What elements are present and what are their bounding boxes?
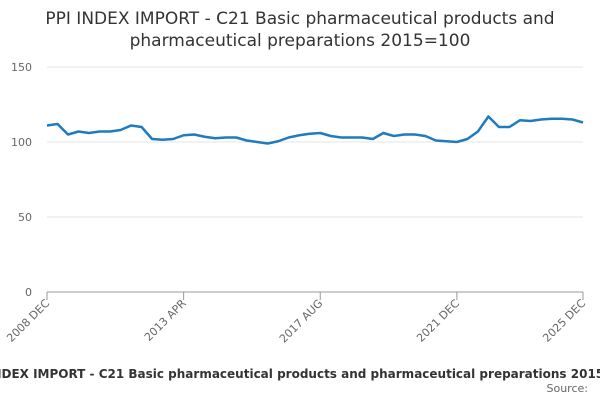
chart-title: pharmaceutical preparations 2015=100	[130, 31, 471, 51]
y-tick-label: 150	[11, 61, 32, 74]
x-tick-label: 2017 AUG	[277, 297, 326, 346]
y-tick-label: 50	[18, 211, 32, 224]
legend-label: PPI INDEX IMPORT - C21 Basic pharmaceuti…	[0, 367, 600, 381]
y-tick-label: 0	[25, 286, 32, 299]
x-tick-label: 2021 DEC	[414, 297, 462, 345]
data-line	[46, 115, 584, 145]
chart-title: PPI INDEX IMPORT - C21 Basic pharmaceuti…	[45, 9, 554, 29]
source: Source:	[547, 382, 589, 395]
x-tick-label: 2008 DEC	[4, 297, 52, 345]
x-tick-label: 2013 APR	[142, 297, 189, 344]
x-tick-label: 2025 DEC	[540, 297, 588, 345]
y-tick-label: 100	[11, 136, 32, 149]
